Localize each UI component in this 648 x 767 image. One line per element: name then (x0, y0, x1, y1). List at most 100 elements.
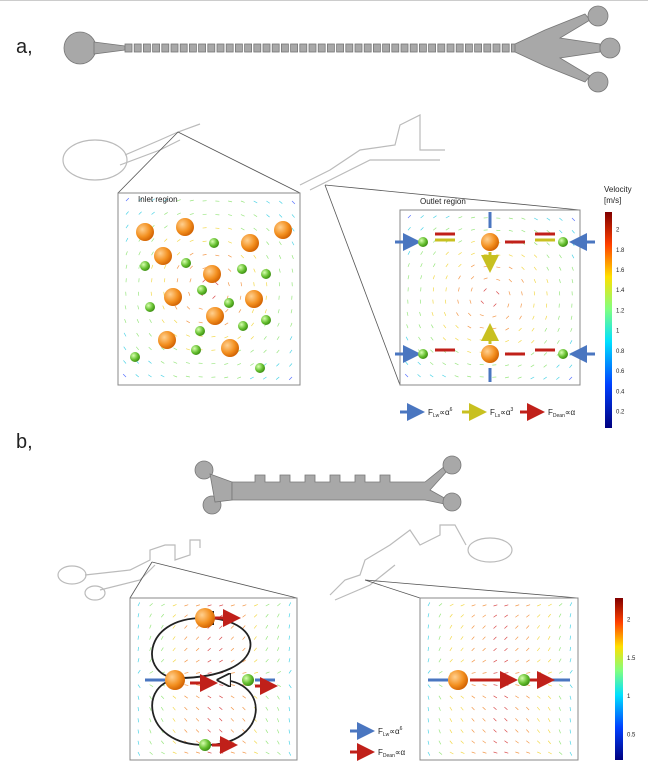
legend-label: FLs∝α3 (490, 407, 514, 419)
inlet-box (118, 193, 300, 385)
small-particle (238, 321, 248, 331)
chain-segment (125, 44, 132, 52)
chain-segment (484, 44, 491, 52)
large-particle (206, 307, 224, 325)
panel-label: a, (16, 36, 33, 58)
chain-segment (217, 44, 224, 52)
chain-segment (447, 44, 454, 52)
chain-segment (337, 44, 344, 52)
small-particle (261, 315, 271, 325)
legend-text: Dean (553, 413, 565, 419)
small-particle (191, 345, 201, 355)
small-particle (130, 352, 140, 362)
small-particle (261, 269, 271, 279)
chain-segment (272, 44, 279, 52)
legend-label: FLw∝α6 (428, 407, 453, 419)
small-particle (181, 258, 191, 268)
colorbar-title: [m/s] (604, 196, 621, 205)
chain-segment (208, 44, 215, 52)
colorbar-tick-label: 0.2 (616, 410, 625, 416)
chain-segment (465, 44, 472, 52)
chain-segment (318, 44, 325, 52)
colorbar (605, 212, 612, 428)
serpentine-channel-schematic (195, 456, 461, 514)
chain-segment (493, 44, 500, 52)
inlet-title: Inlet region (138, 195, 178, 204)
chain-segment (364, 44, 371, 52)
colorbar-tick-label: 1 (627, 694, 631, 700)
chain-segment (254, 44, 261, 52)
panel-label: b, (16, 431, 33, 453)
legend-text: ∝α (500, 408, 511, 417)
zoom-line (178, 132, 300, 193)
chain-segment (134, 44, 141, 52)
small-particle (197, 285, 207, 295)
legend-text: ∝α (395, 748, 406, 757)
chain-segment (226, 44, 233, 52)
colorbar-tick-label: 0.8 (616, 349, 625, 355)
legend-text: 3 (511, 407, 514, 413)
small-particle (195, 326, 205, 336)
zoom-line (325, 185, 400, 385)
chain-segment (456, 44, 463, 52)
large-particle (154, 247, 172, 265)
chain-segment (199, 44, 206, 52)
colorbar-tick-label: 1.6 (616, 268, 625, 274)
small-particle (145, 302, 155, 312)
chain-segment (263, 44, 270, 52)
chain-segment (373, 44, 380, 52)
legend-label: FLw∝α6 (378, 726, 403, 738)
chain-segment (189, 44, 196, 52)
chain-segment (162, 44, 169, 52)
chain-segment (419, 44, 426, 52)
figure: a, Inlet region Outlet region Velocity [… (0, 0, 648, 767)
small-particle (255, 363, 265, 373)
chain-segment (392, 44, 399, 52)
colorbar-title: Velocity (604, 185, 632, 194)
small-particle (140, 261, 150, 271)
outlet-title: Outlet region (420, 197, 466, 206)
legend-label: FDean∝α (548, 408, 576, 419)
colorbar-tick-label: 0.6 (616, 369, 625, 375)
legend-text: ∝α (439, 408, 450, 417)
large-particle (245, 290, 263, 308)
large-particle (158, 331, 176, 349)
chain-segment (438, 44, 445, 52)
chain-segment (171, 44, 178, 52)
large-particle (136, 223, 154, 241)
legend-text: 6 (450, 407, 453, 413)
colorbar-tick-label: 2 (616, 228, 620, 234)
chain-segment (383, 44, 390, 52)
legend-text: ∝α (565, 408, 576, 417)
chain-segment (153, 44, 160, 52)
chain-segment (281, 44, 288, 52)
chain-segment (180, 44, 187, 52)
chain-segment (502, 44, 509, 52)
legend-text: Dean (383, 753, 395, 759)
chain-segment (245, 44, 252, 52)
colorbar-tick-label: 1.2 (616, 308, 625, 314)
small-particle (209, 238, 219, 248)
small-particle (237, 264, 247, 274)
colorbar-tick-label: 2 (627, 618, 631, 624)
colorbar-tick-label: 1.4 (616, 288, 625, 294)
large-particle (164, 288, 182, 306)
chip-outline (63, 115, 445, 190)
colorbar-tick-label: 1.8 (616, 248, 625, 254)
chain-segment (410, 44, 417, 52)
chain-segment (300, 44, 307, 52)
chain-segment (475, 44, 482, 52)
large-particle (203, 265, 221, 283)
colorbar-tick-label: 0.5 (627, 733, 636, 739)
chain-segment (143, 44, 150, 52)
colorbar-tick-label: 1 (616, 329, 620, 335)
legend-label: FDean∝α (378, 748, 406, 759)
chain-segment (327, 44, 334, 52)
chip-outline (58, 525, 512, 600)
zoom-line (152, 562, 297, 598)
colorbar (615, 598, 623, 760)
spiral-channel-schematic (64, 6, 620, 92)
chain-segment (346, 44, 353, 52)
zoom-line (365, 580, 578, 598)
chain-segment (429, 44, 436, 52)
